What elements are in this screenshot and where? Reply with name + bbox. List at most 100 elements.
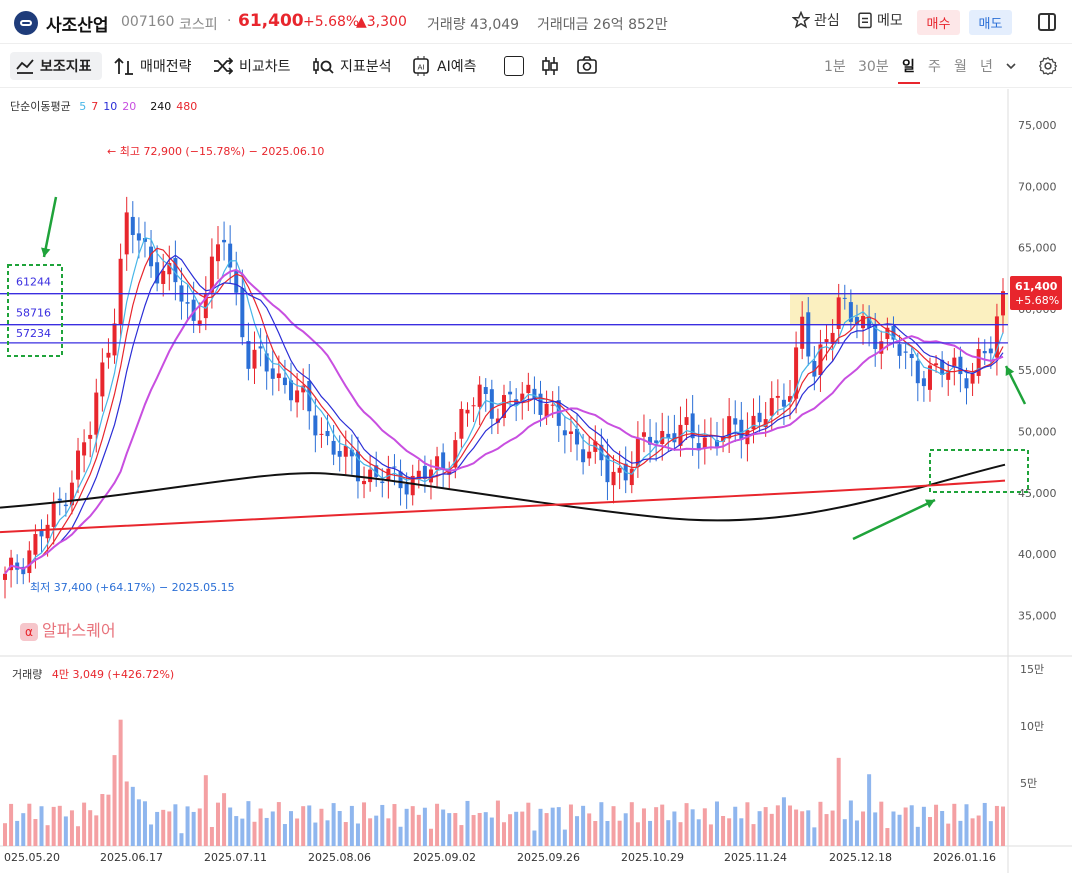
volume-bar: [130, 786, 135, 846]
volume-bar: [349, 805, 354, 846]
gear-icon[interactable]: [1038, 56, 1058, 76]
volume-bar: [489, 817, 494, 846]
volume-bar: [155, 811, 160, 846]
watch-button[interactable]: 관심: [792, 10, 840, 30]
chart-toolbar: 보조지표 매매전략 비교차트 지표분석 AI AI예측 1분 30분 일 주 월…: [0, 44, 1072, 88]
candle-body: [51, 503, 56, 527]
candle-body: [39, 529, 44, 537]
candle-body: [800, 316, 805, 349]
ma-legend-20: 20: [122, 100, 137, 113]
ma-240-line: [0, 463, 1006, 522]
candle-body: [976, 349, 981, 376]
price-chart[interactable]: 75,00070,00065,00060,00055,00050,00045,0…: [0, 89, 1072, 873]
candle-body: [100, 362, 105, 397]
period-year[interactable]: 년: [980, 59, 993, 75]
candle-body: [788, 396, 793, 402]
highlight-box-right: [929, 449, 1029, 493]
volume-bar: [63, 816, 68, 846]
strategy-button[interactable]: 매매전략: [114, 56, 192, 76]
volume-bar: [386, 818, 391, 846]
volume-bar: [678, 822, 683, 846]
candle-body: [915, 360, 920, 384]
volume-bar: [252, 821, 257, 846]
volume-bar: [282, 824, 287, 846]
buy-button[interactable]: 매수: [917, 10, 960, 35]
candle-body: [769, 398, 774, 416]
analysis-button[interactable]: 지표분석: [312, 56, 392, 76]
period-month[interactable]: 월: [954, 59, 967, 75]
amount-info: 거래대금 26억 852만: [537, 17, 668, 33]
period-30min[interactable]: 30분: [858, 59, 889, 75]
compare-button[interactable]: 비교차트: [213, 56, 291, 76]
candle-body: [307, 381, 312, 412]
volume-bar: [854, 820, 859, 846]
candle-body: [873, 323, 878, 350]
volume-bar: [173, 804, 178, 846]
price-tag-bg: [1010, 276, 1062, 310]
candle-body: [240, 287, 245, 338]
memo-button[interactable]: 메모: [857, 10, 903, 30]
candle-body: [629, 468, 634, 486]
candle-body: [952, 357, 957, 368]
volume-bar: [502, 822, 506, 846]
volume-bar: [215, 802, 220, 846]
candle-body: [197, 320, 202, 326]
volume-bar: [568, 804, 573, 846]
candle-body: [714, 440, 719, 447]
volume-bar: [295, 818, 300, 846]
volume-bar: [276, 802, 281, 846]
period-active-underline: [898, 82, 920, 84]
volume-bar: [76, 826, 81, 846]
period-1min[interactable]: 1분: [824, 59, 846, 75]
candle-body: [502, 395, 506, 418]
volume-bar: [696, 819, 701, 846]
sell-button[interactable]: 매도: [969, 10, 1012, 35]
candle-body: [970, 373, 975, 384]
volume-bar: [830, 810, 835, 846]
candle-body: [130, 216, 135, 235]
checkbox-icon: [504, 56, 524, 76]
price-tick: 70,000: [1018, 180, 1057, 193]
volume-bar: [556, 807, 561, 846]
candle-body: [994, 316, 999, 358]
volume-bar: [362, 802, 367, 846]
candle-body: [246, 340, 251, 369]
company-logo: [14, 11, 38, 35]
volume-bar: [264, 817, 269, 846]
ai-button[interactable]: AI AI예측: [411, 56, 476, 76]
volume-info: 거래량 43,049: [427, 17, 520, 33]
period-day[interactable]: 일: [902, 59, 915, 75]
candle-body: [3, 573, 7, 580]
candle-body: [27, 550, 32, 574]
highlight-box-left: [7, 264, 63, 357]
candle-body: [289, 380, 294, 401]
candle-type-button[interactable]: [541, 56, 559, 76]
date-tick: 2025.09.26: [517, 851, 580, 864]
change-percent: +5.68%: [303, 14, 360, 30]
candle-body: [830, 332, 835, 344]
volume-bar: [617, 820, 622, 846]
chevron-down-icon[interactable]: [1005, 62, 1017, 72]
checkbox-button[interactable]: [504, 56, 524, 76]
period-week[interactable]: 주: [928, 59, 941, 75]
volume-bar: [788, 805, 793, 846]
volume-bar: [289, 811, 294, 846]
volume-bar: [818, 801, 823, 846]
candle-body: [696, 443, 701, 451]
volume-bar: [45, 825, 50, 846]
date-tick: 2025.11.24: [724, 851, 787, 864]
volume-bar: [520, 811, 525, 846]
candle-body: [605, 455, 610, 483]
volume-bar: [921, 806, 926, 846]
indicators-button[interactable]: 보조지표: [16, 56, 92, 76]
candle-body: [781, 399, 786, 407]
candle-body: [282, 377, 287, 386]
green-arrow-right-up-head: [1005, 366, 1015, 376]
volume-bar: [167, 811, 172, 846]
volume-bar: [873, 812, 878, 846]
screenshot-button[interactable]: [577, 56, 597, 74]
volume-bar: [495, 800, 500, 846]
ma-legend: 단순이동평균 5 7 10 20 240 480: [10, 98, 197, 114]
candle-body: [422, 465, 427, 479]
side-panel-icon[interactable]: [1038, 13, 1056, 31]
